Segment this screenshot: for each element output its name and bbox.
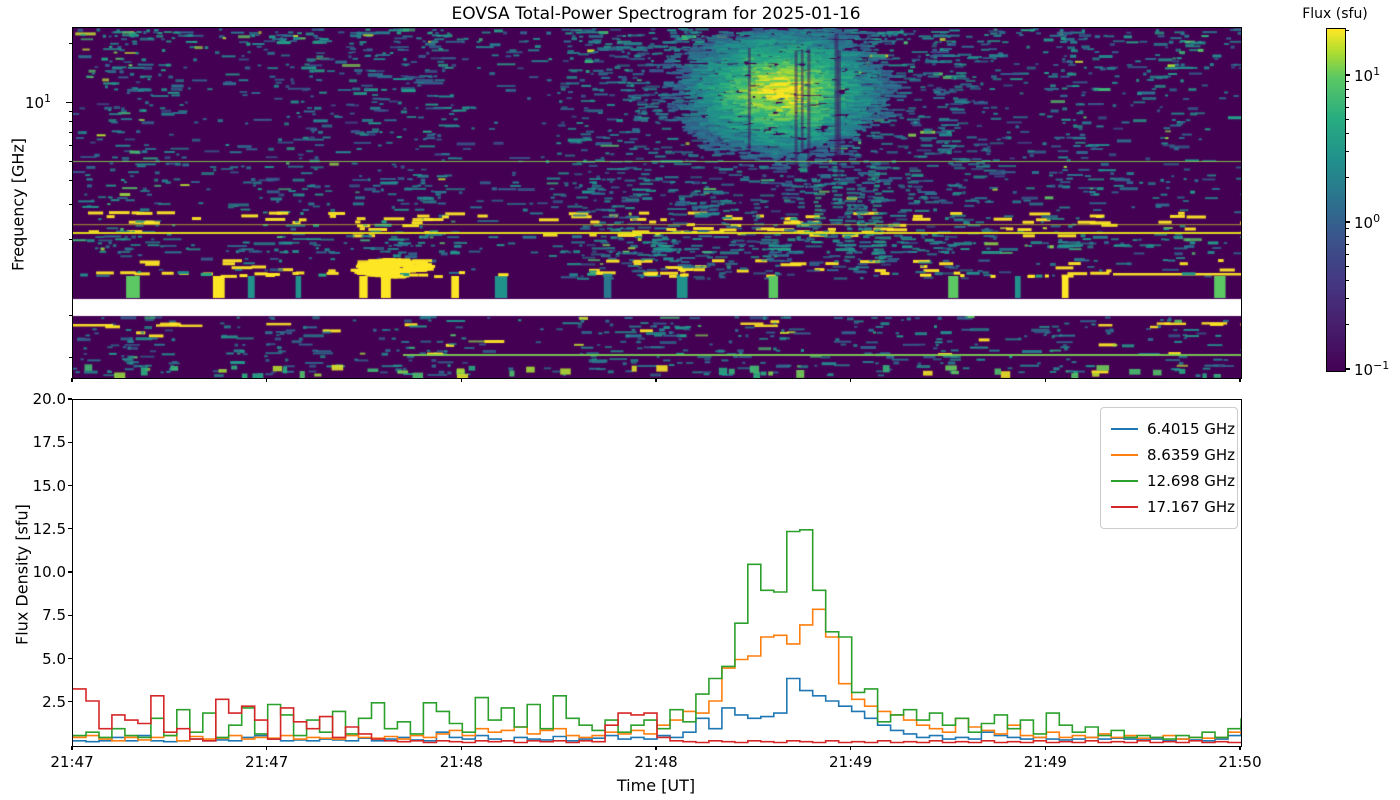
legend-swatch [1111, 505, 1138, 509]
legend-label: 12.698 GHz [1147, 472, 1236, 490]
lightcurve-x-tick [655, 746, 657, 750]
x-tick-label: 21:48 [634, 753, 678, 771]
series-line-12-698-ghz [73, 529, 1241, 740]
colorbar-minor-tick [1346, 30, 1349, 32]
freq-minor-tick [68, 204, 72, 205]
lightcurve-x-tick [1044, 746, 1046, 750]
spectrogram-x-tick [850, 378, 852, 382]
lightcurve-x-tick [266, 746, 268, 750]
frequency-axis-label: Frequency [GHz] [8, 137, 28, 272]
legend-swatch [1111, 479, 1138, 483]
y-tick-label: 17.5 [32, 433, 66, 452]
x-tick-label: 21:47 [50, 753, 94, 771]
freq-minor-tick [68, 111, 72, 112]
legend-label: 8.6359 GHz [1147, 446, 1236, 464]
freq-minor-tick [68, 121, 72, 122]
legend: 6.4015 GHz 8.6359 GHz 12.698 GHz 17.167 GHz [1100, 407, 1238, 529]
spectrogram-canvas [73, 28, 1241, 378]
colorbar-minor-tick [1346, 118, 1349, 120]
x-tick-label: 21:49 [829, 753, 873, 771]
legend-swatch [1111, 453, 1138, 457]
freq-minor-tick [68, 357, 72, 358]
legend-label: 17.167 GHz [1147, 498, 1236, 516]
freq-minor-tick [68, 180, 72, 181]
lightcurve-x-tick [460, 746, 462, 750]
colorbar-minor-tick [1346, 88, 1349, 90]
colorbar-tick-label: 101 [1354, 65, 1381, 85]
freq-minor-tick [68, 161, 72, 162]
x-tick-label: 21:49 [1023, 753, 1067, 771]
freq-tick-label: 101 [24, 92, 52, 112]
y-tick-label: 10.0 [32, 563, 66, 581]
spectrogram-x-tick [655, 378, 657, 382]
y-tick-label: 15.0 [32, 476, 66, 495]
legend-label: 6.4015 GHz [1147, 420, 1236, 438]
lightcurve-y-tick [67, 614, 72, 616]
colorbar-tick-label: 100 [1354, 212, 1381, 232]
colorbar-minor-tick [1346, 151, 1349, 153]
colorbar-minor-tick [1346, 279, 1349, 281]
spectrogram-panel [72, 27, 1242, 379]
colorbar [1326, 28, 1346, 372]
lightcurve-x-tick [850, 746, 852, 750]
colorbar-minor-tick [1346, 97, 1349, 99]
y-tick-label: 12.5 [32, 519, 66, 538]
legend-item: 8.6359 GHz [1111, 442, 1235, 468]
spectrogram-x-tick [1044, 378, 1046, 382]
y-tick-label: 7.5 [42, 606, 66, 625]
colorbar-minor-tick [1346, 298, 1349, 300]
time-axis-label: Time [UT] [616, 776, 696, 795]
colorbar-minor-tick [1346, 265, 1349, 267]
spectrogram-x-tick [266, 378, 268, 382]
legend-swatch [1111, 427, 1138, 431]
colorbar-major-tick [1346, 221, 1350, 223]
legend-item: 17.167 GHz [1111, 494, 1235, 520]
colorbar-label: Flux (sfu) [1302, 6, 1368, 22]
freq-major-tick [66, 102, 72, 104]
y-tick-label: 2.5 [42, 692, 66, 711]
freq-minor-tick [68, 132, 72, 133]
colorbar-minor-tick [1346, 132, 1349, 134]
x-tick-label: 21:50 [1218, 753, 1262, 771]
y-tick-label: 5.0 [42, 649, 66, 668]
lightcurve-y-tick [67, 398, 72, 400]
lightcurve-y-tick [67, 571, 72, 573]
lightcurve-y-tick [67, 657, 72, 660]
lightcurve-panel [72, 399, 1242, 747]
spectrogram-x-tick [1239, 378, 1241, 382]
series-line-17-167-ghz [73, 688, 1241, 744]
lightcurve-x-tick [71, 746, 73, 750]
colorbar-major-tick [1346, 368, 1350, 370]
legend-item: 12.698 GHz [1111, 468, 1235, 494]
x-tick-label: 21:48 [439, 753, 483, 771]
colorbar-tick-label: 10−1 [1354, 359, 1390, 379]
x-tick-label: 21:47 [245, 753, 289, 771]
colorbar-minor-tick [1346, 254, 1349, 256]
colorbar-minor-tick [1346, 107, 1349, 109]
colorbar-minor-tick [1346, 324, 1349, 326]
lightcurve-y-tick [67, 441, 72, 443]
freq-minor-tick [68, 43, 72, 44]
lightcurve-x-tick [1239, 746, 1241, 750]
lightcurve-y-tick [67, 528, 72, 530]
freq-minor-tick [68, 315, 72, 316]
spectrogram-x-tick [71, 378, 73, 382]
colorbar-minor-tick [1346, 81, 1349, 83]
legend-item: 6.4015 GHz [1111, 416, 1235, 442]
lightcurve-y-tick [67, 701, 72, 703]
page-title: EOVSA Total-Power Spectrogram for 2025-0… [451, 4, 861, 24]
colorbar-major-tick [1346, 74, 1350, 76]
lightcurve-y-tick [67, 484, 72, 487]
colorbar-canvas [1327, 29, 1345, 371]
spectrogram-x-tick [460, 378, 462, 382]
freq-minor-tick [68, 145, 72, 146]
colorbar-minor-tick [1346, 235, 1349, 237]
colorbar-minor-tick [1346, 228, 1349, 230]
colorbar-minor-tick [1346, 244, 1349, 246]
colorbar-minor-tick [1346, 177, 1349, 179]
y-tick-label: 20.0 [32, 390, 66, 408]
lightcurve-svg [73, 529, 1241, 744]
freq-minor-tick [68, 239, 72, 240]
